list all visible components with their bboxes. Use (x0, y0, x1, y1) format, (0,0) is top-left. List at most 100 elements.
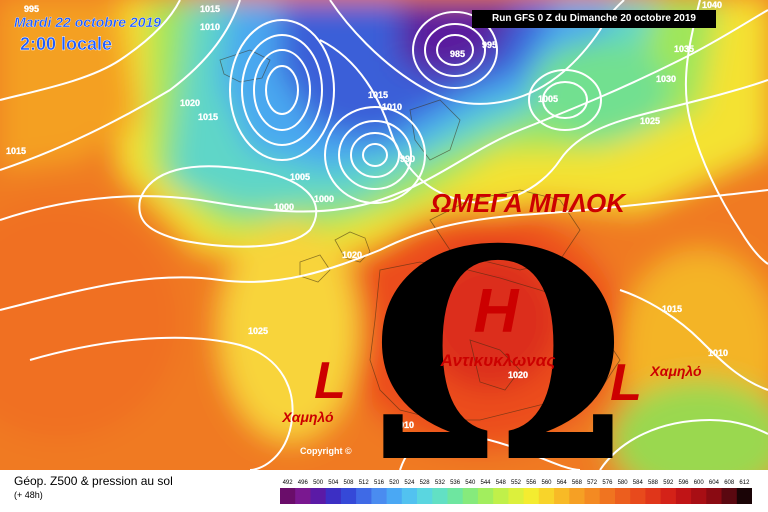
isobar-label: 1040 (702, 0, 722, 10)
scale-swatch (675, 488, 692, 504)
scale-swatch (538, 488, 555, 504)
omega-block-title: ΩΜΕΓΑ ΜΠΛΟΚ (430, 188, 627, 218)
scale-tick-label: 564 (557, 480, 568, 486)
omega-block-overlay: ΩΜΕΓΑ ΜΠΛΟΚ Ω H Αντικυκλωνας L Χαμηλό L … (281, 187, 702, 470)
isobar-label: 1030 (656, 74, 676, 84)
scale-tick-label: 576 (602, 480, 613, 486)
scale-tick-label: 500 (313, 480, 324, 486)
scale-tick-label: 528 (420, 480, 431, 486)
scale-tick-label: 572 (587, 480, 598, 486)
scale-tick-label: 556 (526, 480, 537, 486)
isobar-label: 1010 (382, 102, 402, 112)
scale-tick-label: 552 (511, 480, 522, 486)
scale-tick-label: 548 (496, 480, 507, 486)
scale-tick-label: 496 (298, 480, 309, 486)
scale-swatch (523, 488, 540, 504)
scale-swatch (462, 488, 479, 504)
scale-tick-label: 588 (648, 480, 659, 486)
high-pressure-letter: H (474, 277, 520, 346)
isobar-label: 1015 (368, 90, 388, 100)
scale-tick-label: 600 (694, 480, 705, 486)
low-pressure-letter-east: L (610, 354, 642, 412)
isobar-label: 1015 (662, 304, 682, 314)
isobar-label: 1020 (508, 370, 528, 380)
scale-tick-label: 604 (709, 480, 720, 486)
color-scale: 492 496 500 504 508 512 516 520 524 528 532 536 540 5… (280, 480, 752, 504)
scale-swatch (356, 488, 372, 504)
forecast-time: 2:00 locale (20, 34, 113, 54)
scale-tick-label: 544 (480, 480, 491, 486)
scale-tick-label: 596 (678, 480, 689, 486)
isobar-label: 1025 (248, 326, 268, 336)
scale-swatch (386, 488, 403, 504)
scale-tick-label: 536 (450, 480, 461, 486)
scale-tick-label: 504 (328, 480, 339, 486)
scale-tick-label: 520 (389, 480, 400, 486)
scale-swatch (340, 488, 357, 504)
scale-swatch (401, 488, 418, 504)
scale-swatch (630, 488, 646, 504)
isobar-label: 985 (450, 49, 465, 59)
low-pressure-label-east: Χαμηλό (649, 363, 702, 379)
scale-tick-label: 612 (739, 480, 750, 486)
scale-tick-label: 512 (359, 480, 370, 486)
copyright-text: Copyright © (300, 446, 352, 456)
isobar-label: 1015 (198, 112, 218, 122)
scale-swatch (371, 488, 388, 504)
isobar-label: 1010 (394, 420, 414, 430)
scale-swatch (599, 488, 616, 504)
isobar-label: 1000 (314, 194, 334, 204)
legend-title: Géop. Z500 & pression au sol (14, 474, 173, 488)
isobar-label: 1015 (6, 146, 26, 156)
scale-swatch (280, 488, 296, 504)
scale-swatch (660, 488, 677, 504)
scale-tick-label: 592 (663, 480, 674, 486)
forecast-date: Mardi 22 octobre 2019 (14, 14, 162, 30)
scale-swatch (447, 488, 464, 504)
scale-swatch (508, 488, 525, 504)
low-pressure-label-west: Χαμηλό (281, 409, 334, 425)
scale-swatch (706, 488, 722, 504)
isobar-label: 1015 (200, 4, 220, 14)
isobar-label: 1010 (200, 22, 220, 32)
scale-tick-label: 580 (618, 480, 629, 486)
scale-tick-label: 532 (435, 480, 446, 486)
isobar-label: 1000 (274, 202, 294, 212)
scale-swatch (493, 488, 509, 504)
scale-swatch (736, 488, 752, 504)
scale-tick-label: 492 (283, 480, 294, 486)
scale-tick-label: 540 (465, 480, 476, 486)
legend-subtitle: (+ 48h) (14, 490, 43, 500)
isobar-label: 1035 (674, 44, 694, 54)
isobar-label: 990 (400, 154, 415, 164)
scale-tick-label: 516 (374, 480, 385, 486)
isobar-label: 1025 (640, 116, 660, 126)
isobar-label: 1010 (708, 348, 728, 358)
coastlines (219, 49, 621, 421)
scale-swatch (417, 488, 433, 504)
model-run-label: Run GFS 0 Z du Dimanche 20 octobre 2019 (472, 10, 716, 28)
scale-tick-label: 584 (633, 480, 644, 486)
scale-swatch (432, 488, 448, 504)
scale-tick-label: 568 (572, 480, 583, 486)
geopotential-map: 995 1010 1015 1040 1035 1030 1025 1020 1… (0, 0, 768, 470)
scale-swatch (721, 488, 738, 504)
isobar-label: 995 (24, 4, 39, 14)
scale-tick-label: 608 (724, 480, 735, 486)
isobar-label: 1020 (180, 98, 200, 108)
omega-symbol: Ω (369, 187, 627, 470)
isobar-label: 1005 (290, 172, 310, 182)
scale-swatch (554, 488, 570, 504)
scale-swatch (584, 488, 601, 504)
scale-swatch (645, 488, 662, 504)
scale-swatch (295, 488, 311, 504)
scale-swatch (310, 488, 327, 504)
scale-swatch (477, 488, 494, 504)
scale-swatch (615, 488, 631, 504)
isobar-labels: 995 1010 1015 1040 1035 1030 1025 1020 1… (6, 0, 728, 430)
scale-swatch (569, 488, 585, 504)
scale-swatch (691, 488, 707, 504)
scale-tick-label: 524 (404, 480, 415, 486)
isobar-label: 995 (482, 40, 497, 50)
